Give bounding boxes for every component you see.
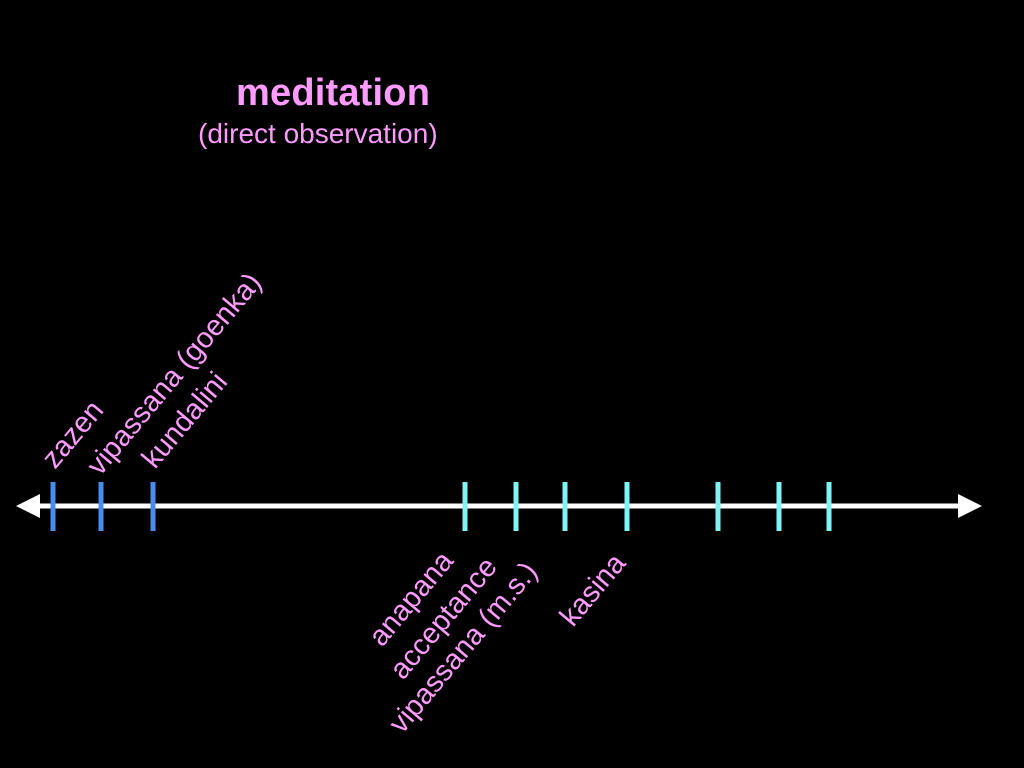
spectrum-axis: [16, 494, 982, 518]
tick-group-upper: [50, 482, 156, 531]
tick-group-lower: [462, 482, 832, 531]
left-arrow-icon: [16, 494, 40, 518]
right-arrow-icon: [958, 494, 982, 518]
upper-labels: zazen vipassana (goenka) kundalini: [36, 267, 268, 481]
lower-labels: anapana acceptance vipassana (m.s.) kasi…: [363, 545, 633, 740]
slide-title: meditation: [236, 72, 431, 114]
label-kasina: kasina: [554, 547, 633, 632]
slide-subtitle: (direct observation): [198, 118, 438, 149]
